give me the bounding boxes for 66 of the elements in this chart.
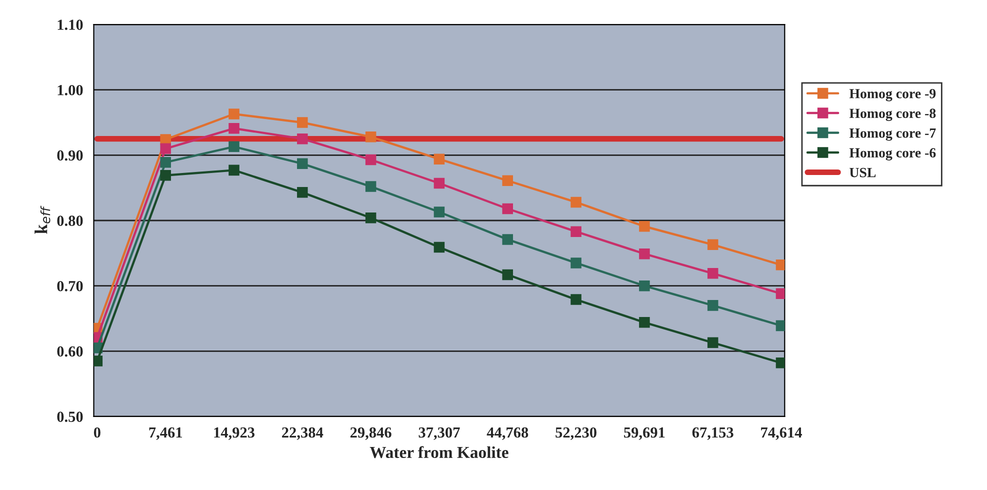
point: [639, 248, 650, 260]
point: [707, 268, 718, 279]
point: [570, 294, 582, 305]
point: [228, 123, 240, 134]
point: [297, 133, 308, 144]
point: [434, 154, 445, 164]
point: [707, 239, 718, 250]
legend-label: Homog core -6: [849, 148, 936, 160]
x-tick-label: 7,461: [149, 427, 182, 440]
x-tick-label: 74,614: [761, 427, 802, 440]
point: [776, 288, 785, 300]
x-tick-label: 29,846: [350, 427, 392, 440]
point: [434, 178, 445, 189]
x-tick-label: 14,923: [214, 427, 254, 440]
y-tick-label: 1.00: [58, 84, 83, 96]
legend-label: Homog core -7: [849, 128, 936, 141]
point: [160, 143, 171, 154]
legend-label: Homog core -8: [849, 108, 936, 121]
y-tick-label: 0.90: [57, 150, 83, 161]
point: [776, 320, 785, 332]
point: [776, 358, 785, 368]
x-axis-title: Water from Kaolite: [370, 446, 508, 458]
point: [228, 141, 240, 152]
y-tick-label: 0.60: [57, 346, 83, 357]
point: [365, 131, 376, 142]
point: [365, 212, 376, 224]
x-tick-label: 0: [94, 427, 100, 438]
point: [776, 260, 785, 270]
point: [639, 221, 650, 232]
point: [502, 203, 513, 214]
point: [434, 242, 445, 253]
point: [707, 337, 718, 348]
point: [228, 164, 240, 176]
point: [570, 196, 582, 208]
x-tick-label: 52,230: [556, 427, 596, 440]
y-tick-label: 0.70: [57, 280, 83, 292]
point: [639, 280, 650, 292]
y-tick-label: 0.50: [57, 412, 83, 422]
point: [570, 226, 582, 237]
point: [365, 181, 376, 192]
y-tick-label: 1.10: [58, 20, 83, 30]
point: [502, 269, 513, 280]
x-tick-label: 22,384: [282, 427, 324, 440]
legend-label: USL: [850, 168, 876, 178]
y-axis-title: k$_{eff}$: [34, 206, 50, 234]
legend-label: Homog core -9: [849, 88, 936, 102]
point: [297, 158, 308, 170]
point: [639, 317, 650, 328]
point: [94, 356, 103, 366]
point: [502, 234, 513, 245]
point: [160, 134, 171, 145]
x-tick-label: 67,153: [692, 427, 734, 440]
point: [434, 206, 445, 218]
point: [570, 258, 582, 268]
point: [297, 117, 308, 128]
point: [160, 156, 171, 168]
x-tick-label: 59,691: [624, 427, 665, 440]
point: [502, 175, 513, 186]
point: [297, 187, 308, 198]
x-tick-label: 44,768: [486, 427, 528, 440]
point: [365, 154, 376, 166]
y-tick-label: 0.80: [57, 216, 83, 226]
x-tick-label: 37,307: [418, 427, 460, 440]
point: [228, 108, 240, 120]
point: [707, 300, 718, 311]
point: [160, 170, 171, 181]
